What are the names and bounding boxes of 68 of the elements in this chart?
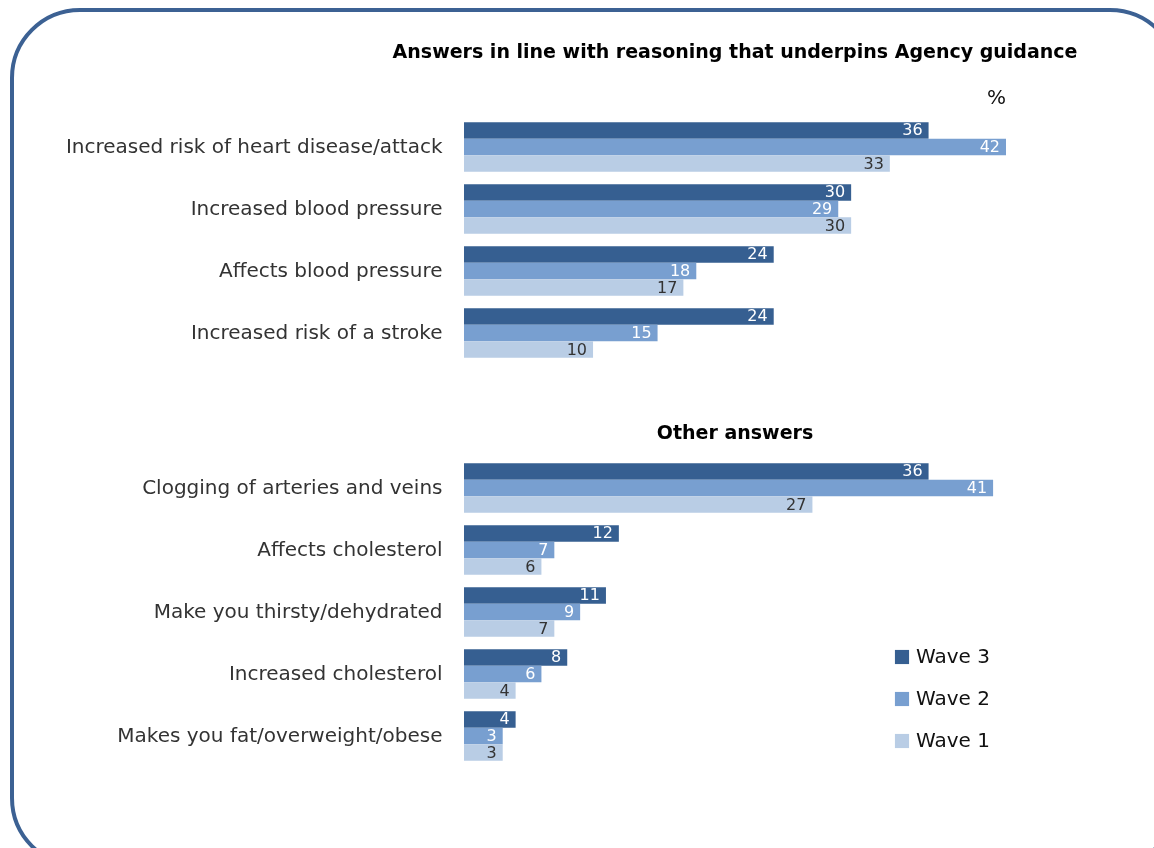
chart-title: Answers in line with reasoning that underpins Agency guidance	[392, 40, 1078, 62]
y-tick-label: Makes you fat/overweight/obese	[117, 723, 443, 747]
data-label: 6	[525, 664, 536, 683]
bar	[464, 665, 542, 683]
bar	[464, 603, 581, 621]
bar	[464, 138, 1006, 156]
bar	[464, 479, 994, 497]
data-label: 12	[592, 523, 613, 543]
legend-label: Wave 3	[916, 644, 990, 668]
bar	[464, 122, 929, 139]
bar	[464, 246, 774, 263]
bar	[464, 184, 852, 201]
bar	[464, 558, 542, 575]
data-label: 11	[579, 585, 600, 605]
bar	[464, 279, 684, 296]
y-tick-label: Make you thirsty/dehydrated	[153, 599, 443, 623]
data-label: 10	[566, 339, 588, 359]
bar	[464, 744, 503, 761]
data-label: 24	[747, 306, 768, 326]
bar	[464, 649, 568, 666]
bar	[464, 620, 555, 637]
y-tick-label: Clogging of arteries and veins	[142, 475, 443, 499]
data-label: 30	[824, 182, 846, 202]
bar	[464, 341, 594, 358]
data-label: 3	[486, 726, 497, 745]
data-label: 18	[669, 261, 691, 280]
data-label: 9	[563, 602, 575, 621]
text: %	[986, 85, 1006, 109]
bar	[464, 200, 839, 218]
data-label: 36	[902, 120, 923, 140]
bar	[464, 155, 890, 172]
data-label: 8	[551, 647, 562, 667]
legend-label: Wave 2	[916, 686, 990, 710]
bar	[464, 324, 658, 342]
y-tick-label: Increased risk of a stroke	[190, 320, 443, 344]
data-label: 41	[966, 478, 988, 497]
y-tick-label: Increased risk of heart disease/attack	[65, 134, 443, 158]
data-label: 17	[657, 277, 678, 297]
bar	[464, 525, 619, 542]
bar	[464, 496, 813, 513]
data-label: 42	[979, 137, 1000, 156]
bar	[464, 682, 516, 699]
bar	[464, 711, 516, 728]
data-label: 24	[747, 244, 768, 264]
data-label: 3	[486, 742, 497, 762]
data-label: 4	[499, 680, 510, 700]
data-label: 4	[499, 709, 510, 729]
bar	[464, 262, 697, 280]
bar	[464, 217, 852, 234]
bar	[464, 541, 555, 559]
data-label: 29	[811, 199, 833, 218]
chart-title: Other answers	[656, 421, 814, 443]
data-label: 15	[631, 323, 652, 342]
y-tick-label: Affects cholesterol	[257, 537, 443, 561]
y-tick-label: Affects blood pressure	[218, 258, 443, 282]
y-tick-label: Increased blood pressure	[190, 196, 443, 220]
bar	[464, 308, 774, 325]
data-label: 7	[538, 618, 549, 638]
data-label: 7	[538, 540, 549, 559]
legend-label: Wave 1	[916, 728, 990, 752]
bar	[464, 587, 606, 604]
bar	[464, 463, 929, 480]
data-label: 30	[824, 215, 846, 235]
data-label: 36	[902, 461, 923, 481]
y-tick-label: Increased cholesterol	[228, 661, 443, 685]
data-label: 6	[525, 556, 536, 576]
data-label: 33	[863, 153, 884, 173]
data-label: 27	[786, 494, 807, 514]
